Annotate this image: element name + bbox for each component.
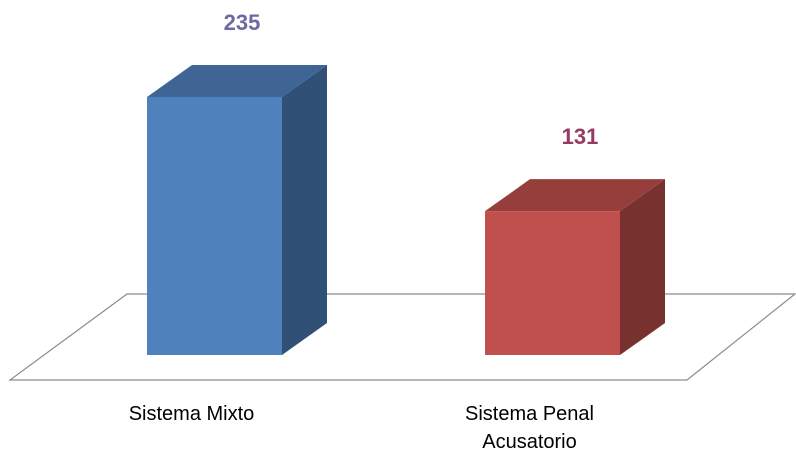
category-label: Sistema Mixto xyxy=(128,403,255,425)
floor xyxy=(8,293,796,381)
bar-front xyxy=(147,97,282,355)
bar-top xyxy=(485,179,665,212)
category-label: Sistema Penal Acusatorio xyxy=(465,403,594,453)
bar xyxy=(147,65,327,355)
value-label: 131 xyxy=(562,124,599,149)
bar-side xyxy=(282,65,327,355)
bar xyxy=(485,179,665,355)
value-label: 235 xyxy=(224,10,261,35)
bar-side xyxy=(620,179,665,355)
bar-front xyxy=(485,211,620,355)
bar-top xyxy=(147,65,327,97)
